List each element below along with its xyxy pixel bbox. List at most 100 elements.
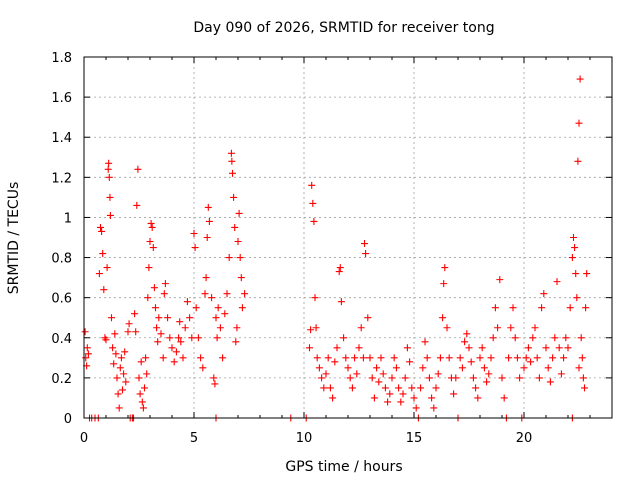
data-point xyxy=(487,354,495,362)
data-point xyxy=(432,384,440,392)
data-point xyxy=(348,384,356,392)
data-point xyxy=(357,324,365,332)
data-point xyxy=(406,358,414,366)
data-point xyxy=(533,354,541,362)
data-point xyxy=(331,358,339,366)
data-point xyxy=(326,384,334,392)
data-point xyxy=(231,223,239,231)
data-point xyxy=(370,394,378,402)
data-point xyxy=(355,344,363,352)
data-point xyxy=(581,384,588,392)
data-point xyxy=(227,149,235,157)
data-point xyxy=(428,394,436,402)
data-point xyxy=(138,398,146,406)
data-point xyxy=(520,364,528,372)
data-point xyxy=(467,358,475,366)
data-point xyxy=(496,276,504,284)
data-point xyxy=(576,75,584,83)
y-tick-label: 1 xyxy=(64,211,72,226)
data-point xyxy=(144,294,152,302)
data-point xyxy=(516,374,524,382)
data-point xyxy=(111,330,119,338)
chart-title: Day 090 of 2026, SRMTID for receiver ton… xyxy=(193,20,494,36)
data-point xyxy=(353,370,361,378)
data-point xyxy=(366,354,374,362)
data-point xyxy=(399,390,407,398)
data-point xyxy=(381,384,389,392)
data-point xyxy=(223,290,231,298)
data-point xyxy=(157,330,165,338)
data-point xyxy=(214,304,222,312)
data-point xyxy=(535,374,543,382)
x-axis-label: GPS time / hours xyxy=(285,459,402,475)
data-point xyxy=(229,169,236,177)
y-tick-label: 0 xyxy=(64,412,72,427)
data-point xyxy=(571,244,579,252)
data-point xyxy=(423,354,431,362)
data-point xyxy=(114,390,122,398)
data-point xyxy=(311,294,319,302)
data-point xyxy=(531,324,539,332)
data-point xyxy=(491,304,499,312)
data-point xyxy=(511,334,519,342)
data-point xyxy=(190,229,198,237)
data-point xyxy=(120,370,128,378)
data-point xyxy=(225,254,233,262)
data-point xyxy=(500,394,508,402)
data-point xyxy=(125,320,133,328)
data-point xyxy=(155,314,163,322)
data-point xyxy=(177,338,185,346)
data-point xyxy=(183,298,191,306)
data-point xyxy=(172,348,180,356)
data-point xyxy=(191,244,199,252)
data-point xyxy=(145,264,153,272)
x-tick-label: 10 xyxy=(296,431,313,446)
y-tick-label: 0.2 xyxy=(51,372,72,387)
data-point xyxy=(324,354,332,362)
data-point xyxy=(179,354,187,362)
data-point xyxy=(397,398,405,406)
data-point xyxy=(440,280,448,288)
data-point xyxy=(318,374,326,382)
data-point xyxy=(308,181,316,189)
data-point xyxy=(507,324,515,332)
data-point xyxy=(322,370,330,378)
data-point xyxy=(219,354,227,362)
data-point xyxy=(203,234,211,241)
data-point xyxy=(542,344,550,352)
data-point xyxy=(509,304,517,312)
data-point xyxy=(513,354,521,362)
data-point xyxy=(505,354,513,362)
data-point xyxy=(458,364,466,372)
data-point xyxy=(160,290,168,298)
data-point xyxy=(538,304,546,312)
data-point xyxy=(115,404,123,412)
data-point xyxy=(412,404,420,412)
data-point xyxy=(122,378,130,386)
data-point xyxy=(124,328,132,336)
data-point xyxy=(211,380,219,388)
data-point xyxy=(557,370,565,378)
data-point xyxy=(575,364,583,372)
data-point xyxy=(216,324,224,332)
data-point xyxy=(388,374,396,382)
data-point xyxy=(522,354,530,362)
data-point xyxy=(344,364,352,372)
data-point xyxy=(364,314,372,322)
data-point xyxy=(546,378,554,386)
data-point xyxy=(529,334,537,342)
data-point xyxy=(390,354,398,362)
data-point xyxy=(524,344,532,352)
data-point xyxy=(329,394,337,402)
y-tick-label: 1.6 xyxy=(51,91,72,106)
data-point xyxy=(168,344,176,352)
data-point xyxy=(84,350,92,358)
data-point xyxy=(472,384,480,392)
data-point xyxy=(134,165,142,173)
data-point xyxy=(241,290,249,298)
data-point xyxy=(403,344,411,352)
plot-frame xyxy=(83,56,613,419)
data-point xyxy=(494,324,502,332)
data-point xyxy=(121,348,129,356)
